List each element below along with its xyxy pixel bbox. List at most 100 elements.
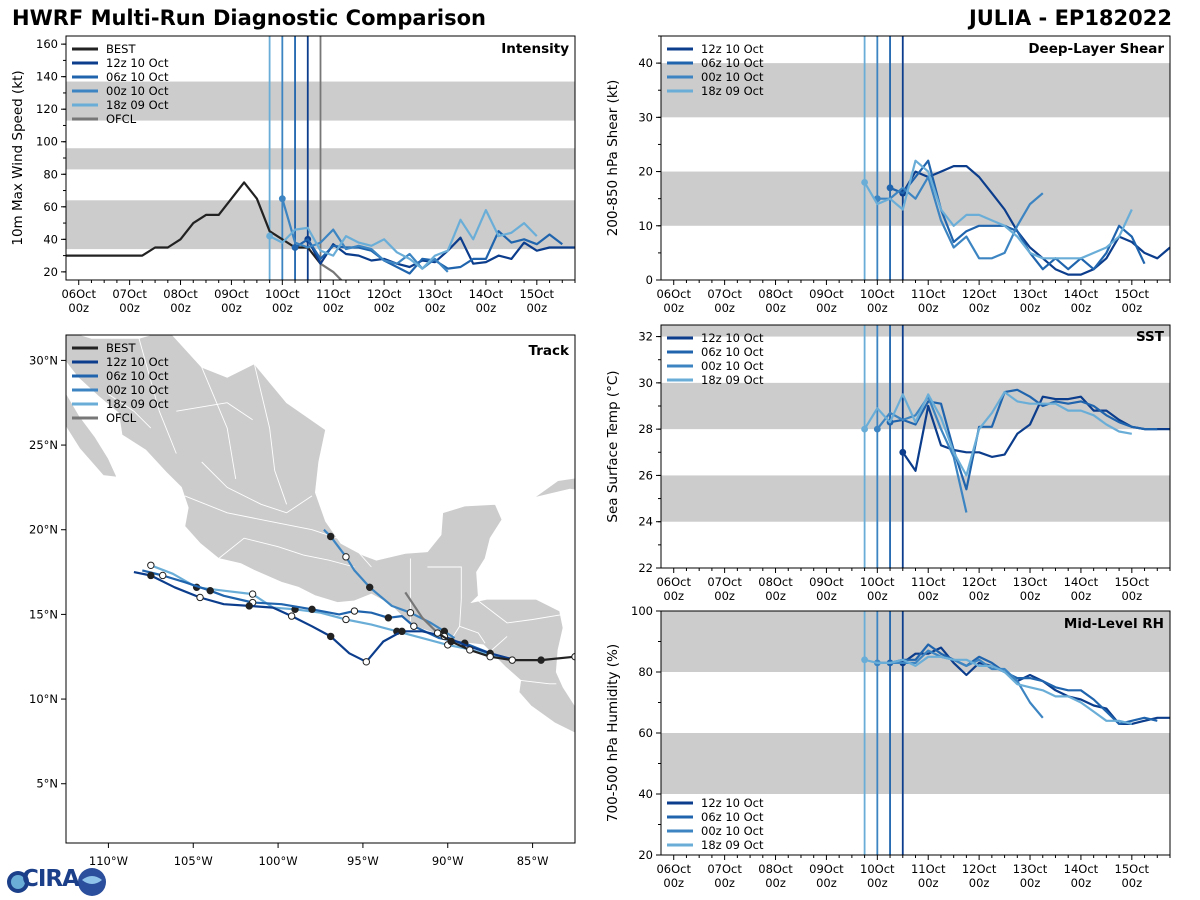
intensity-y-tick-label: 100 [36,135,58,149]
intensity-x-tick-label-hour: 00z [476,301,497,315]
sst-series-line [889,388,1158,491]
track-point [147,561,155,569]
sst-init-point [861,425,868,433]
shear-panel: 06Oct00z07Oct00z08Oct00z09Oct00z10Oct00z… [605,35,1171,315]
shear-series-line [889,159,1146,271]
track-point [537,656,545,664]
rh-legend-label: 00z 10 Oct [701,824,764,838]
shear-x-tick-label: 15Oct [1115,287,1150,301]
track-x-tick-label: 90°W [432,854,464,868]
track-point [308,605,316,614]
track-x-tick-label: 100°W [259,854,298,868]
rh-y-tick-label: 60 [638,726,653,740]
rh-series-line [864,655,1133,725]
shear-x-tick-label: 10Oct [860,287,895,301]
rh-x-tick-label-hour: 00z [1071,876,1092,890]
track-point [508,656,516,664]
track-point [287,612,296,620]
track-y-tick-label: 25°N [29,438,58,452]
track-legend-label: 12z 10 Oct [106,355,169,369]
track-point [447,637,455,646]
track-point [326,532,335,541]
rh-x-tick-label: 14Oct [1064,862,1099,876]
shear-y-tick-label: 10 [638,219,653,233]
shear-x-tick-label-hour: 00z [663,301,684,315]
political-border [201,461,313,514]
intensity-x-tick-label: 14Oct [469,287,504,301]
intensity-legend-label: 18z 09 Oct [106,98,169,112]
sst-x-tick-label: 11Oct [911,575,946,589]
track-y-tick-label: 15°N [29,607,58,621]
track-point [486,653,494,661]
rh-series-line [877,649,1044,719]
shear-x-tick-label-hour: 00z [918,301,939,315]
sst-x-tick-label-hour: 00z [765,589,786,603]
shear-x-tick-label: 12Oct [962,287,997,301]
track-point [326,632,335,641]
shear-legend-label: 12z 10 Oct [701,42,764,56]
track-point [384,614,393,622]
track-x-tick-label: 95°W [347,854,379,868]
political-border [478,600,564,624]
rh-y-tick-label: 40 [638,787,653,801]
intensity-x-tick-label-hour: 00z [526,301,547,315]
shear-x-tick-label-hour: 00z [714,301,735,315]
track-point [206,586,214,595]
political-border [345,537,372,568]
track-point [248,590,257,598]
political-border [201,367,237,479]
shear-x-tick-label-hour: 00z [1071,301,1092,315]
intensity-x-tick-label: 15Oct [520,287,555,301]
intensity-y-axis-label: 10m Max Wind Speed (kt) [10,70,26,245]
intensity-x-tick-label-hour: 00z [68,301,89,315]
sst-x-tick-label: 07Oct [707,575,742,589]
sst-plot-area [661,325,1170,568]
shear-series-line [877,175,1044,260]
sst-threshold-band [661,475,1170,522]
rh-init-point [861,656,868,664]
rh-y-tick-label: 20 [638,848,653,862]
intensity-y-tick-label: 80 [43,167,58,181]
track-point [398,627,406,636]
shear-x-tick-label-hour: 00z [1121,301,1142,315]
rh-x-tick-label: 11Oct [911,862,946,876]
sst-x-tick-label: 06Oct [656,575,691,589]
track-point [406,609,415,617]
rh-x-tick-label: 10Oct [860,862,895,876]
sst-y-axis-label: Sea Surface Temp (°C) [605,370,621,522]
rh-x-tick-label-hour: 00z [714,876,735,890]
track-plot-area [66,335,575,734]
sst-x-tick-label: 08Oct [758,575,793,589]
sst-y-tick-label: 30 [638,376,653,390]
track-legend-label: OFCL [106,411,137,425]
intensity-init-point [278,195,286,203]
shear-init-point [861,179,868,186]
sst-init-point [899,448,907,456]
shear-x-tick-label-hour: 00z [969,301,990,315]
intensity-x-tick-label: 12Oct [367,287,402,301]
track-legend-label: 18z 09 Oct [106,397,169,411]
shear-legend-label: 18z 09 Oct [701,84,764,98]
intensity-series-line [269,209,538,270]
intensity-legend-label: 12z 10 Oct [106,56,169,70]
intensity-y-tick-label: 60 [43,200,58,214]
intensity-init-point [266,232,273,240]
shear-x-tick-label-hour: 00z [765,301,786,315]
sst-y-tick-label: 28 [638,422,653,436]
rh-x-tick-label-hour: 00z [816,876,837,890]
intensity-x-tick-label-hour: 00z [374,301,395,315]
logo-text: CIRA [22,866,80,892]
track-line [404,591,439,634]
shear-x-tick-label-hour: 00z [867,301,888,315]
political-border [520,679,557,685]
intensity-panel: 06Oct00z07Oct00z08Oct00z09Oct00z10Oct00z… [10,35,576,315]
intensity-legend-label: OFCL [106,112,137,126]
cira-logo [7,868,106,896]
intensity-x-tick-label: 10Oct [265,287,300,301]
intensity-x-tick-label-hour: 00z [425,301,446,315]
track-x-tick-label: 110°W [89,854,128,868]
sst-x-tick-label-hour: 00z [714,589,735,603]
shear-x-tick-label: 08Oct [758,287,793,301]
political-border [491,636,508,651]
